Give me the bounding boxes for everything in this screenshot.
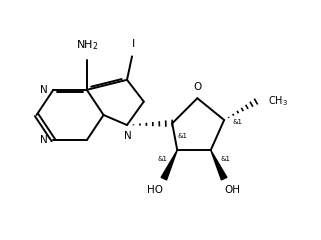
Text: N: N — [39, 135, 47, 145]
Text: HO: HO — [147, 185, 163, 195]
Polygon shape — [211, 150, 227, 180]
Polygon shape — [161, 150, 177, 180]
Text: I: I — [132, 39, 135, 49]
Text: &1: &1 — [177, 133, 187, 139]
Text: &1: &1 — [157, 156, 167, 162]
Text: &1: &1 — [232, 119, 243, 125]
Text: O: O — [193, 82, 202, 91]
Text: NH$_2$: NH$_2$ — [75, 39, 98, 52]
Text: N: N — [39, 85, 47, 95]
Text: N: N — [124, 131, 132, 141]
Text: CH$_3$: CH$_3$ — [268, 95, 288, 108]
Text: &1: &1 — [221, 156, 231, 162]
Text: OH: OH — [224, 185, 240, 195]
